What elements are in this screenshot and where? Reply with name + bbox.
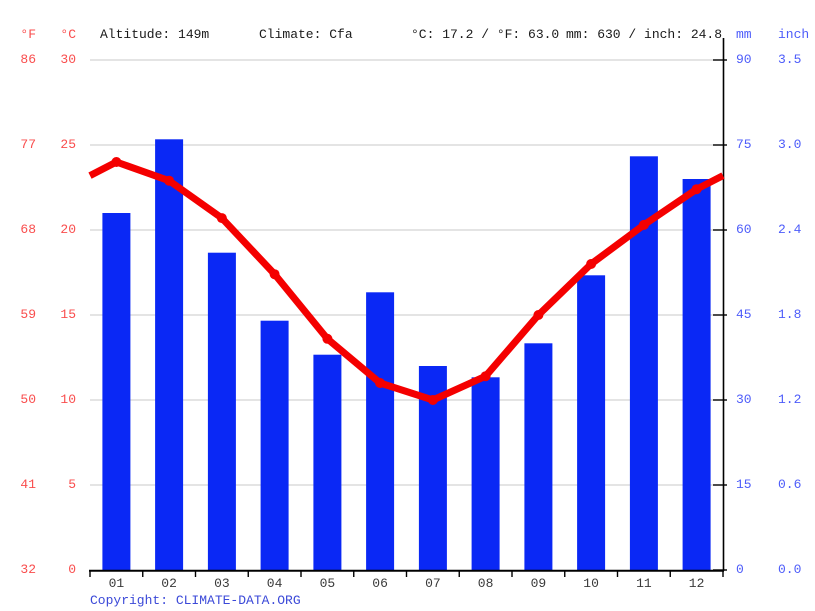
- celsius-tick-label: 20: [60, 222, 76, 237]
- temperature-point: [111, 157, 122, 167]
- month-label: 10: [583, 576, 599, 591]
- celsius-tick-label: 10: [60, 392, 76, 407]
- precipitation-bar: [155, 139, 184, 571]
- fahrenheit-tick-label: 41: [20, 477, 36, 492]
- temperature-point: [638, 219, 649, 230]
- celsius-tick-label: 5: [68, 477, 76, 492]
- annual-temperature-summary: °C: 17.2 / °F: 63.0: [411, 27, 560, 42]
- month-label: 05: [319, 576, 336, 591]
- mm-unit-header: mm: [736, 27, 752, 42]
- mm-tick-label: 90: [736, 52, 752, 67]
- precipitation-bar: [207, 252, 236, 570]
- mm-tick-label: 30: [736, 392, 752, 407]
- month-label: 09: [530, 576, 547, 591]
- mm-tick-label: 45: [736, 307, 752, 322]
- temperature-point: [533, 310, 544, 320]
- temperature-point: [427, 395, 438, 405]
- fahrenheit-tick-label: 59: [20, 307, 36, 322]
- inch-tick-label: 0.6: [778, 477, 802, 492]
- precipitation-bar: [524, 343, 553, 570]
- celsius-tick-label: 25: [60, 137, 76, 152]
- month-label: 06: [372, 576, 388, 591]
- temperature-point: [164, 175, 175, 186]
- celsius-tick-label: 30: [60, 52, 76, 67]
- fahrenheit-tick-label: 77: [20, 137, 36, 152]
- altitude-label: Altitude: 149m: [100, 27, 210, 42]
- temperature-point: [216, 213, 227, 224]
- precipitation-bar: [577, 275, 606, 570]
- precipitation-bar: [471, 377, 500, 570]
- inch-tick-label: 3.0: [778, 137, 802, 152]
- precipitation-bar: [102, 213, 131, 570]
- temperature-point: [586, 259, 597, 269]
- inch-tick-label: 1.2: [778, 392, 802, 407]
- month-label: 03: [214, 576, 230, 591]
- month-label: 11: [636, 576, 652, 591]
- inch-tick-label: 0.0: [778, 562, 802, 577]
- month-label: 07: [425, 576, 441, 591]
- temperature-point: [375, 378, 386, 388]
- temperature-line: [88, 158, 725, 404]
- fahrenheit-tick-label: 86: [20, 52, 36, 67]
- fahrenheit-tick-label: 32: [20, 562, 36, 577]
- month-label: 08: [477, 576, 494, 591]
- fahrenheit-tick-label: 50: [20, 392, 36, 407]
- precipitation-bar: [313, 354, 342, 570]
- celsius-tick-label: 15: [60, 307, 76, 322]
- climate-data-org-link[interactable]: CLIMATE-DATA.ORG: [175, 593, 301, 608]
- month-label: 12: [688, 576, 705, 591]
- inch-tick-label: 3.5: [778, 52, 802, 67]
- month-label: 01: [108, 576, 125, 591]
- precipitation-bar: [260, 320, 289, 570]
- annual-precipitation-summary: mm: 630 / inch: 24.8: [566, 27, 723, 42]
- month-label: 02: [161, 576, 177, 591]
- inch-unit-header: inch: [778, 27, 810, 42]
- inch-tick-label: 1.8: [778, 307, 802, 322]
- climate-class-label: Climate: Cfa: [259, 27, 353, 42]
- fahrenheit-tick-label: 68: [20, 222, 36, 237]
- mm-tick-label: 75: [736, 137, 752, 152]
- copyright-prefix: Copyright:: [90, 593, 176, 608]
- temperature-point: [691, 184, 702, 195]
- precipitation-bar: [366, 292, 395, 570]
- mm-tick-label: 15: [736, 477, 752, 492]
- celsius-unit-header: °C: [60, 27, 76, 42]
- celsius-tick-label: 0: [68, 562, 76, 577]
- temperature-point: [269, 269, 280, 280]
- mm-tick-label: 60: [736, 222, 752, 237]
- copyright: Copyright: CLIMATE-DATA.ORG: [90, 593, 301, 609]
- month-label: 04: [266, 576, 283, 591]
- precipitation-bar: [682, 179, 711, 570]
- fahrenheit-unit-header: °F: [20, 27, 36, 42]
- temperature-point: [322, 333, 333, 344]
- temperature-point: [480, 371, 491, 382]
- mm-tick-label: 0: [736, 562, 744, 577]
- inch-tick-label: 2.4: [778, 222, 802, 237]
